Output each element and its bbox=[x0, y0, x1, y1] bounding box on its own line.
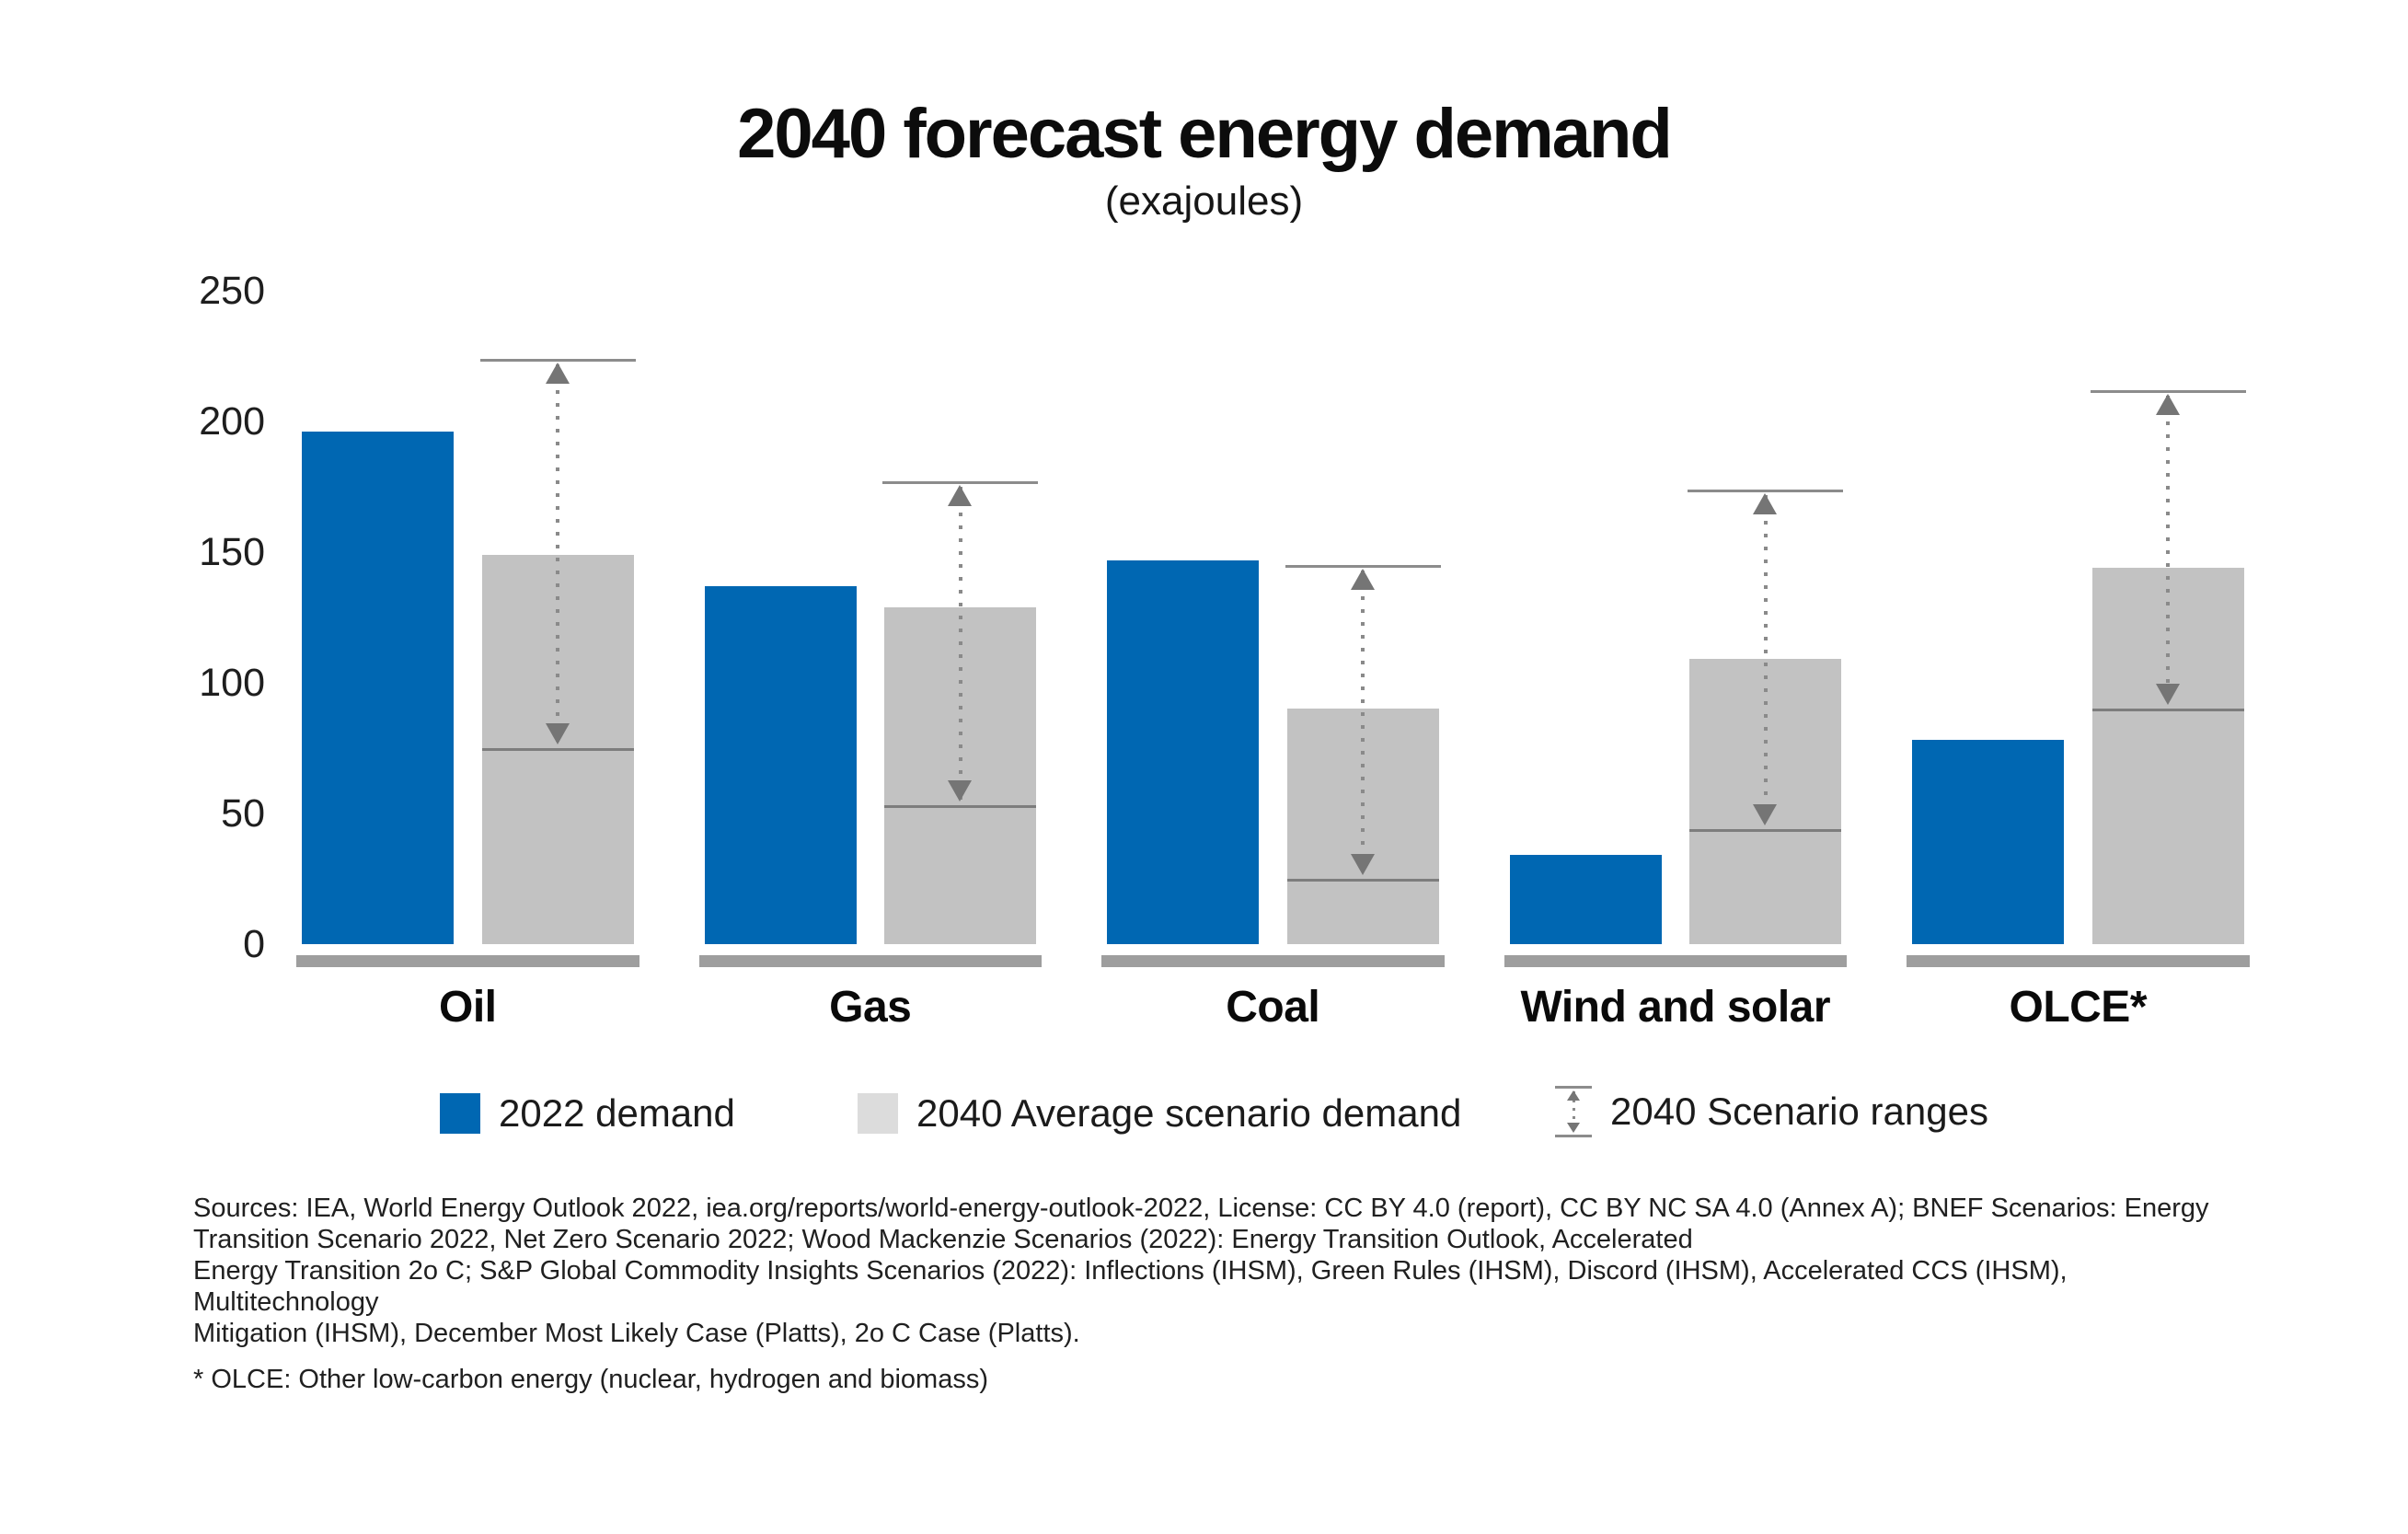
chart-subtitle: (exajoules) bbox=[1104, 179, 1304, 224]
source-line: Sources: IEA, World Energy Outlook 2022,… bbox=[193, 1194, 2209, 1223]
scenario-range-icon bbox=[1555, 1086, 1592, 1137]
y-tick-label: 200 bbox=[199, 399, 265, 444]
range-low-line-gas bbox=[884, 805, 1036, 809]
range-up-arrow-coal bbox=[1350, 569, 1375, 591]
category-label-wind-and-solar: Wind and solar bbox=[1520, 983, 1831, 1032]
range-up-arrow-gas bbox=[948, 485, 972, 507]
bar-2022-coal bbox=[1107, 559, 1259, 944]
range-up-arrow-wind-and-solar bbox=[1753, 492, 1777, 514]
legend-item-2040-average: 2040 Average scenario demand bbox=[858, 1091, 1461, 1136]
olce-footnote: * OLCE: Other low-carbon energy (nuclear… bbox=[193, 1365, 988, 1394]
bar-2022-wind-and-solar bbox=[1509, 855, 1662, 944]
legend-item-2022-demand: 2022 demand bbox=[440, 1091, 735, 1136]
range-down-arrow-oil bbox=[545, 723, 570, 744]
range-low-line-wind-and-solar bbox=[1689, 829, 1841, 833]
legend-label-2022: 2022 demand bbox=[499, 1091, 735, 1135]
range-high-line-oil bbox=[479, 358, 636, 362]
range-dotted-connector-wind-and-solar bbox=[1763, 494, 1768, 825]
y-tick-label: 150 bbox=[199, 530, 265, 574]
range-high-line-coal bbox=[1285, 565, 1441, 569]
range-icon-top-cap bbox=[1555, 1086, 1592, 1089]
chart-header: 2040 forecast energy demand (exajoules) bbox=[0, 96, 2408, 225]
range-icon-dotted-line bbox=[1572, 1091, 1575, 1132]
legend-label-ranges: 2040 Scenario ranges bbox=[1610, 1090, 1988, 1133]
legend-label-2040: 2040 Average scenario demand bbox=[916, 1091, 1462, 1135]
range-down-arrow-gas bbox=[948, 780, 972, 802]
y-tick-label: 0 bbox=[243, 922, 265, 966]
bar-2022-gas bbox=[704, 585, 857, 944]
range-dotted-connector-coal bbox=[1361, 571, 1365, 873]
y-tick-label: 100 bbox=[199, 661, 265, 705]
category-underline-coal bbox=[1101, 955, 1445, 967]
range-dotted-connector-gas bbox=[958, 487, 962, 801]
category-underline-gas bbox=[698, 955, 1042, 967]
range-up-arrow-olce bbox=[2155, 393, 2180, 415]
legend-swatch-2022 bbox=[440, 1093, 480, 1134]
source-line: Energy Transition 2o C; S&P Global Commo… bbox=[193, 1256, 2068, 1317]
range-dotted-connector-oil bbox=[556, 363, 559, 743]
legend-item-scenario-ranges: 2040 Scenario ranges bbox=[1555, 1086, 1988, 1137]
category-label-coal: Coal bbox=[1226, 983, 1320, 1032]
range-down-arrow-wind-and-solar bbox=[1753, 804, 1777, 826]
range-down-arrow-coal bbox=[1350, 854, 1375, 875]
range-up-arrow-oil bbox=[545, 362, 570, 384]
range-icon-up-arrow bbox=[1567, 1090, 1580, 1101]
range-low-line-coal bbox=[1286, 879, 1439, 882]
range-low-line-oil bbox=[481, 748, 634, 751]
range-down-arrow-olce bbox=[2155, 684, 2180, 706]
category-underline-oil bbox=[296, 955, 639, 967]
bar-2022-olce bbox=[1912, 740, 2064, 944]
category-label-gas: Gas bbox=[829, 983, 912, 1032]
range-low-line-olce bbox=[2091, 709, 2244, 712]
range-high-line-olce bbox=[2090, 389, 2246, 393]
category-label-olce: OLCE* bbox=[2009, 983, 2147, 1032]
range-icon-bottom-cap bbox=[1555, 1135, 1592, 1137]
legend-swatch-2040 bbox=[858, 1093, 898, 1134]
sources-block: Sources: IEA, World Energy Outlook 2022,… bbox=[193, 1193, 2254, 1395]
y-tick-label: 250 bbox=[199, 269, 265, 313]
source-line: Transition Scenario 2022, Net Zero Scena… bbox=[193, 1225, 1693, 1254]
range-icon-down-arrow bbox=[1567, 1123, 1580, 1133]
range-dotted-connector-olce bbox=[2166, 395, 2170, 704]
chart-title: 2040 forecast energy demand bbox=[737, 95, 1673, 173]
bar-2022-oil bbox=[302, 432, 454, 944]
source-line: Mitigation (IHSM), December Most Likely … bbox=[193, 1319, 1080, 1348]
range-high-line-gas bbox=[882, 481, 1038, 485]
category-label-oil: Oil bbox=[438, 983, 497, 1032]
category-underline-wind-and-solar bbox=[1504, 955, 1847, 967]
category-underline-olce bbox=[1907, 955, 2250, 967]
y-tick-label: 50 bbox=[221, 791, 265, 836]
range-high-line-wind-and-solar bbox=[1688, 489, 1843, 492]
